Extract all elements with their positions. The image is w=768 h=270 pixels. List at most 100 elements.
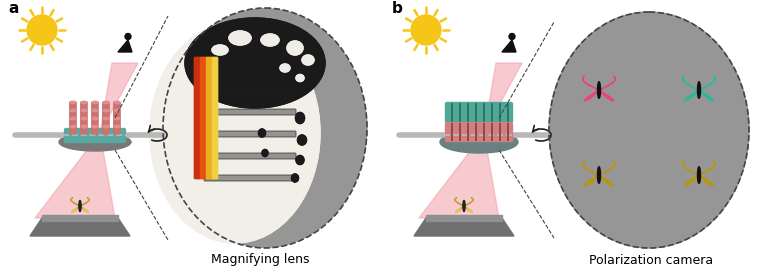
FancyBboxPatch shape	[70, 110, 76, 118]
Ellipse shape	[70, 101, 76, 104]
Ellipse shape	[697, 167, 700, 183]
Ellipse shape	[463, 201, 465, 211]
Ellipse shape	[297, 135, 306, 145]
Ellipse shape	[114, 117, 120, 120]
FancyBboxPatch shape	[200, 58, 207, 178]
FancyBboxPatch shape	[103, 102, 109, 110]
Ellipse shape	[185, 18, 325, 108]
Ellipse shape	[296, 156, 304, 164]
Text: Magnifying lens: Magnifying lens	[210, 254, 310, 266]
Ellipse shape	[302, 55, 314, 65]
FancyBboxPatch shape	[70, 102, 76, 110]
FancyBboxPatch shape	[204, 153, 296, 159]
FancyBboxPatch shape	[65, 129, 125, 143]
FancyBboxPatch shape	[204, 87, 296, 93]
FancyBboxPatch shape	[213, 58, 217, 178]
FancyBboxPatch shape	[194, 58, 200, 178]
Ellipse shape	[103, 101, 109, 104]
Ellipse shape	[292, 174, 299, 182]
Ellipse shape	[92, 101, 98, 104]
Ellipse shape	[296, 75, 304, 82]
Ellipse shape	[296, 75, 304, 82]
Ellipse shape	[70, 125, 76, 128]
Circle shape	[163, 26, 367, 230]
Ellipse shape	[185, 18, 325, 108]
FancyBboxPatch shape	[92, 102, 98, 110]
Ellipse shape	[103, 109, 109, 112]
FancyBboxPatch shape	[204, 131, 296, 137]
Ellipse shape	[70, 109, 76, 112]
Circle shape	[27, 15, 57, 45]
Polygon shape	[599, 161, 615, 175]
Ellipse shape	[287, 41, 303, 55]
FancyBboxPatch shape	[92, 110, 98, 118]
Ellipse shape	[114, 109, 120, 112]
Polygon shape	[414, 218, 514, 236]
Polygon shape	[699, 161, 715, 175]
FancyBboxPatch shape	[114, 102, 120, 110]
Polygon shape	[80, 197, 89, 206]
Ellipse shape	[81, 109, 87, 112]
Polygon shape	[71, 197, 80, 206]
FancyBboxPatch shape	[445, 123, 512, 141]
Polygon shape	[464, 206, 472, 212]
Polygon shape	[699, 76, 715, 90]
Polygon shape	[599, 175, 614, 186]
Polygon shape	[464, 197, 473, 206]
Ellipse shape	[296, 113, 304, 123]
Polygon shape	[419, 133, 499, 218]
Polygon shape	[426, 215, 502, 221]
Polygon shape	[455, 206, 464, 212]
Ellipse shape	[261, 34, 279, 46]
Polygon shape	[502, 40, 516, 52]
Ellipse shape	[229, 31, 251, 45]
FancyBboxPatch shape	[204, 131, 296, 137]
Ellipse shape	[212, 45, 228, 55]
FancyBboxPatch shape	[204, 175, 296, 181]
Polygon shape	[118, 40, 132, 52]
FancyBboxPatch shape	[207, 58, 213, 178]
Ellipse shape	[297, 135, 306, 145]
FancyBboxPatch shape	[204, 175, 296, 181]
Text: Polarization camera: Polarization camera	[589, 254, 713, 266]
FancyBboxPatch shape	[70, 126, 76, 134]
Ellipse shape	[296, 156, 304, 164]
FancyBboxPatch shape	[81, 110, 87, 118]
Polygon shape	[71, 206, 80, 212]
FancyBboxPatch shape	[204, 153, 296, 159]
FancyBboxPatch shape	[103, 118, 109, 126]
FancyBboxPatch shape	[213, 58, 217, 178]
Ellipse shape	[150, 23, 320, 243]
Polygon shape	[100, 63, 138, 133]
Ellipse shape	[92, 117, 98, 120]
Circle shape	[509, 33, 515, 39]
Ellipse shape	[70, 117, 76, 120]
FancyBboxPatch shape	[81, 126, 87, 134]
Polygon shape	[455, 197, 464, 206]
Polygon shape	[684, 175, 699, 186]
FancyBboxPatch shape	[204, 87, 296, 93]
FancyBboxPatch shape	[70, 118, 76, 126]
Polygon shape	[35, 133, 115, 218]
Ellipse shape	[287, 41, 303, 55]
Ellipse shape	[114, 125, 120, 128]
Polygon shape	[584, 175, 599, 186]
Ellipse shape	[92, 125, 98, 128]
Polygon shape	[583, 76, 599, 90]
Ellipse shape	[81, 117, 87, 120]
Ellipse shape	[292, 174, 299, 182]
Ellipse shape	[262, 150, 268, 157]
Polygon shape	[599, 90, 614, 101]
Ellipse shape	[280, 64, 290, 72]
Polygon shape	[42, 215, 118, 221]
FancyBboxPatch shape	[114, 126, 120, 134]
Ellipse shape	[229, 31, 251, 45]
Ellipse shape	[296, 113, 304, 123]
Ellipse shape	[103, 117, 109, 120]
Ellipse shape	[103, 125, 109, 128]
FancyBboxPatch shape	[92, 118, 98, 126]
FancyBboxPatch shape	[200, 58, 207, 178]
Polygon shape	[583, 161, 599, 175]
Circle shape	[125, 33, 131, 39]
Polygon shape	[699, 90, 713, 101]
